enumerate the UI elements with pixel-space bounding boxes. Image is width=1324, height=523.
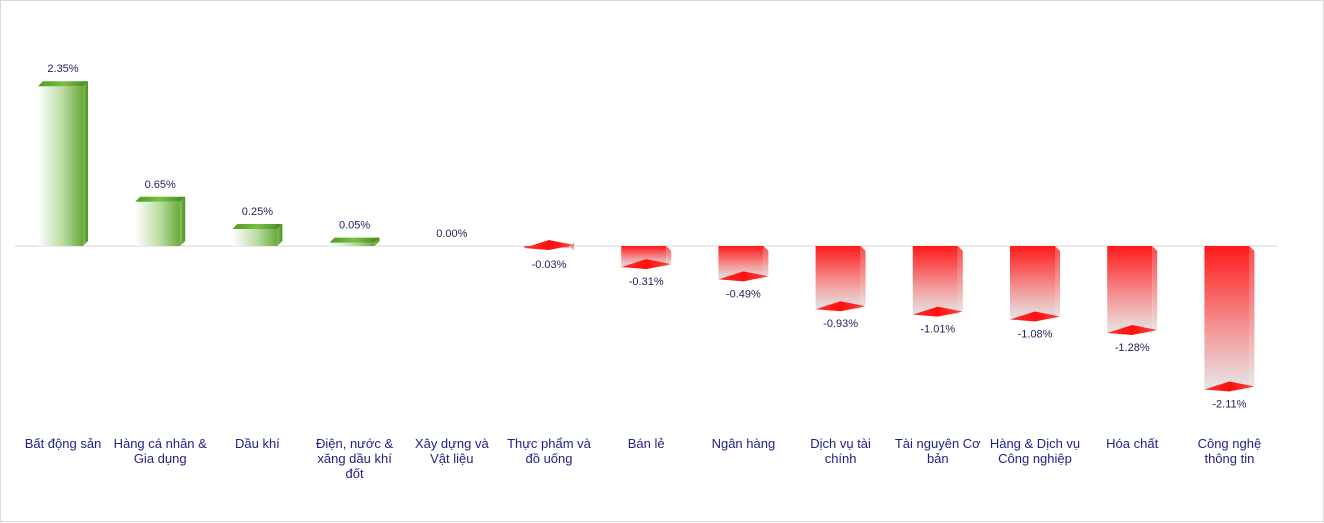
data-label-thuc-pham-va-do-uong: -0.03% [532,259,567,271]
bar-front [232,229,278,246]
bar-cap [1107,325,1158,336]
bar-top [38,81,88,87]
bar-cap [912,306,963,317]
bar-side [1249,246,1255,390]
bar-cap [815,301,866,312]
bar-front [329,242,375,246]
bar-ban-le [621,246,672,270]
bar-side [180,196,186,246]
data-label-hang-ca-nhan-gia-dung: 0.65% [145,179,176,191]
category-label-dien-nuoc-xang-dau-khi-dot-line-1: Điện, nước & [316,436,394,451]
data-label-hang-dich-vu-cong-nghiep: -1.08% [1018,328,1053,340]
category-label-hang-ca-nhan-gia-dung-line-2: Gia dụng [134,451,187,466]
bar-dien-nuoc-xang-dau-khi-dot [329,237,380,246]
bar-side [277,224,283,246]
category-label-hang-dich-vu-cong-nghiep-line-2: Công nghiệp [998,451,1072,466]
bar-hang-ca-nhan-gia-dung [135,196,186,246]
bar-cap [1010,311,1060,322]
data-label-dau-khi: 0.25% [242,206,273,218]
bar-top [232,224,283,229]
bar-side [860,246,866,310]
bar-cap [718,271,769,282]
bar-top [329,237,380,243]
bar-front [912,246,958,315]
category-label-tai-nguyen-co-ban-line-2: bản [927,451,949,466]
category-label-xay-dung-va-vat-lieu-line-1: Xây dựng và [415,436,490,451]
category-label-cong-nghe-thong-tin-line-2: thông tin [1204,451,1254,466]
bar-front [1010,246,1055,320]
category-label-tai-nguyen-co-ban-line-1: Tài nguyên Cơ [895,436,981,451]
data-label-hoa-chat: -1.28% [1115,342,1150,354]
category-label-thuc-pham-va-do-uong-line-1: Thực phẩm và [507,436,592,451]
bar-side [374,237,380,246]
category-label-dien-nuoc-xang-dau-khi-dot-line-3: đốt [346,466,364,481]
bar-hang-dich-vu-cong-nghiep [1010,246,1060,322]
bar-cap [621,259,672,270]
category-label-thuc-pham-va-do-uong-line-2: đồ uống [526,451,573,466]
data-label-ban-le: -0.31% [629,276,664,288]
category-label-cong-nghe-thong-tin-line-1: Công nghệ [1198,436,1262,451]
bar-dich-vu-tai-chinh [815,246,866,312]
bar-bat-dong-san [38,81,88,246]
bar-ngan-hang [718,246,769,282]
category-label-hang-dich-vu-cong-nghiep-line-1: Hàng & Dịch vụ [990,436,1080,451]
category-label-dien-nuoc-xang-dau-khi-dot-line-2: xăng dầu khí [317,451,392,466]
category-label-ngan-hang: Ngân hàng [712,436,776,451]
data-label-xay-dung-va-vat-lieu: 0.00% [436,228,467,240]
category-label-xay-dung-va-vat-lieu-line-2: Vật liệu [430,451,473,466]
bar-side [763,246,769,280]
category-label-bat-dong-san: Bất động sản [25,436,102,451]
bar-hoa-chat [1107,246,1158,336]
bar-dau-khi [232,224,283,246]
bar-cap [1204,381,1255,392]
data-label-ngan-hang: -0.49% [726,288,761,300]
bar-front [1204,246,1250,390]
data-label-tai-nguyen-co-ban: -1.01% [920,324,955,336]
category-label-dau-khi: Dầu khí [235,436,280,451]
data-label-bat-dong-san: 2.35% [47,63,78,75]
category-label-hoa-chat: Hóa chất [1106,436,1158,451]
category-label-dich-vu-tai-chinh-line-2: chính [825,451,857,466]
bar-side [666,246,672,268]
data-label-dien-nuoc-xang-dau-khi-dot: 0.05% [339,220,370,232]
bar-side [83,81,88,246]
bar-side [957,246,963,315]
bar-front [815,246,861,310]
bar-front [135,201,181,246]
bar-thuc-pham-va-do-uong [524,240,574,251]
bar-cong-nghe-thong-tin [1204,246,1255,392]
bar-tai-nguyen-co-ban [912,246,963,317]
bar-side [1055,246,1060,320]
data-label-dich-vu-tai-chinh: -0.93% [823,318,858,330]
bar-side [1152,246,1158,334]
category-label-ban-le: Bán lẻ [628,436,665,451]
category-label-hang-ca-nhan-gia-dung-line-1: Hàng cá nhân & [114,436,208,451]
data-label-cong-nghe-thong-tin: -2.11% [1212,398,1246,410]
bar-top [135,196,186,202]
bar-cap [524,240,574,251]
bar-front [1107,246,1153,334]
category-label-dich-vu-tai-chinh-line-1: Dịch vụ tài [810,436,871,451]
bar-front [38,86,83,246]
